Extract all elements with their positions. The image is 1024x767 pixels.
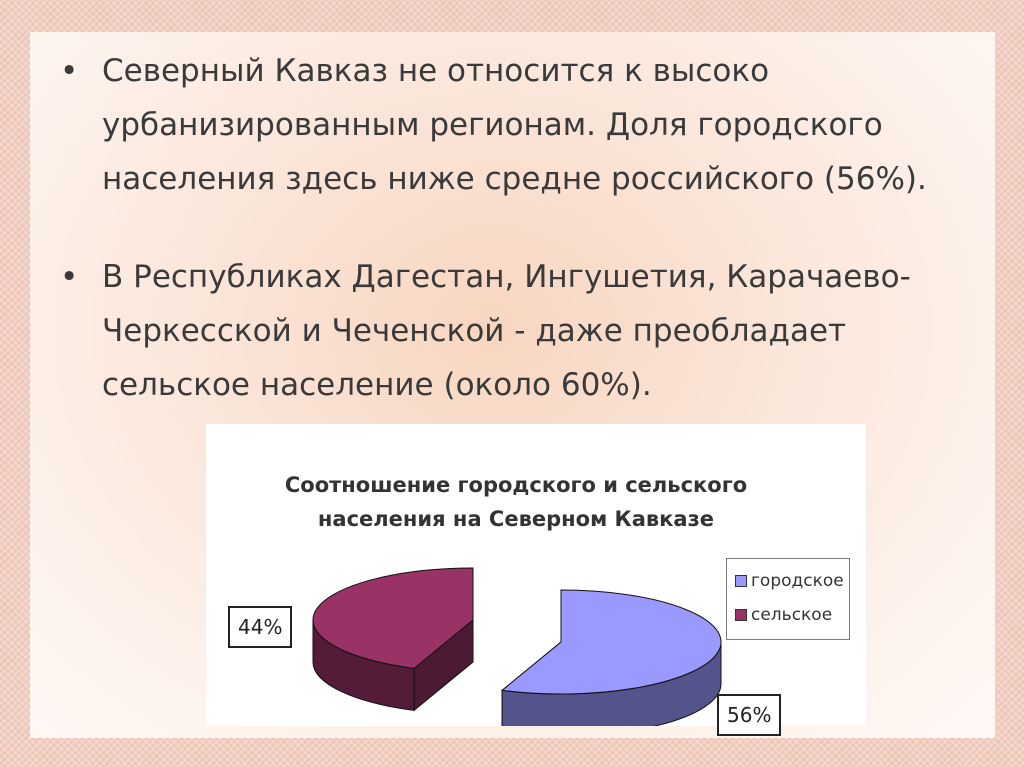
chart-legend: городское сельское <box>726 558 850 640</box>
data-label-urban: 56% <box>717 694 782 736</box>
pie-slice-urban <box>500 589 722 726</box>
bullet-text: Северный Кавказ не относится к высоко ур… <box>102 53 927 197</box>
bullet-marker: • <box>60 53 79 89</box>
data-label-rural: 44% <box>228 606 293 648</box>
legend-item-rural: сельское <box>735 605 832 625</box>
legend-label-rural: сельское <box>751 605 833 625</box>
chart-title: Соотношение городского и сельского насел… <box>284 473 748 531</box>
bullet-item: • В Республиках Дагестан, Ингушетия, Кар… <box>60 250 980 412</box>
slide: • Северный Кавказ не относится к высоко … <box>30 32 995 738</box>
bullet-marker: • <box>60 259 79 295</box>
bullet-item: • Северный Кавказ не относится к высоко … <box>60 44 980 206</box>
bullet-list: • Северный Кавказ не относится к высоко … <box>60 44 980 456</box>
pie-chart <box>312 567 722 726</box>
pie-slice-rural <box>312 567 474 712</box>
bullet-text: В Республиках Дагестан, Ингушетия, Карач… <box>102 259 911 403</box>
legend-swatch-rural <box>735 609 747 621</box>
legend-label-urban: городское <box>751 571 844 591</box>
chart-panel: Соотношение городского и сельского насел… <box>206 424 866 736</box>
legend-item-urban: городское <box>735 571 844 591</box>
legend-swatch-urban <box>735 575 747 587</box>
